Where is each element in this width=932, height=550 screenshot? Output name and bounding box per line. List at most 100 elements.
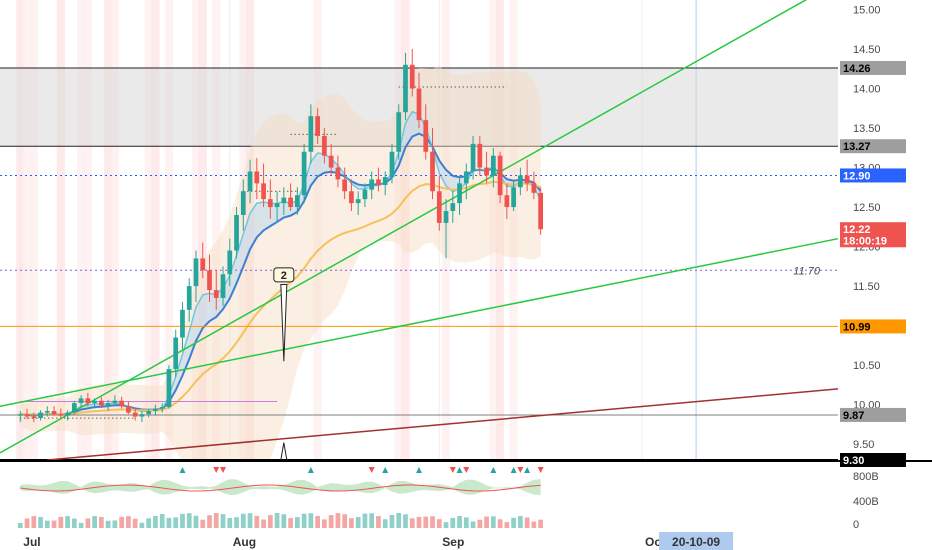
candle-body — [261, 183, 266, 200]
candle-body — [65, 412, 70, 416]
price-badge[interactable] — [840, 319, 906, 334]
candle-body — [240, 191, 246, 215]
candle-body — [349, 191, 354, 204]
volume-bar — [538, 519, 544, 528]
session-shade — [313, 0, 322, 460]
price-tick-label: 15.00 — [853, 4, 881, 16]
session-shade — [22, 0, 32, 460]
callout-box[interactable] — [273, 267, 295, 283]
volume-bar — [132, 518, 138, 528]
candle-body — [99, 400, 104, 406]
candle-body — [423, 120, 429, 152]
volume-bar — [524, 517, 530, 528]
ema-slow-line — [20, 180, 542, 416]
trendlines[interactable] — [0, 0, 839, 461]
volume-bar — [389, 514, 395, 528]
candle-body — [308, 116, 314, 152]
volume-bar — [200, 519, 206, 528]
volume-bar — [484, 516, 489, 528]
volume-bar — [477, 519, 483, 528]
volume-bar — [531, 521, 537, 528]
trendline-lower[interactable] — [0, 237, 839, 407]
price-axis[interactable]: 15.0014.5014.0013.5013.0012.5012.0011.50… — [840, 4, 906, 531]
time-axis[interactable]: Jul Aug Sep Oct 20-10-09 — [23, 532, 734, 550]
candle-body — [504, 195, 510, 208]
volume-bar — [416, 516, 422, 528]
candle-body — [477, 143, 483, 168]
price-badge-label: 12.90 — [843, 170, 871, 182]
candle-body — [220, 274, 226, 298]
volume-bar — [65, 516, 70, 528]
session-shade — [191, 0, 201, 460]
price-tick-label: 14.50 — [853, 44, 881, 56]
candle-body — [430, 151, 435, 192]
volume-bar — [17, 523, 23, 528]
candle-body — [443, 211, 449, 223]
price-badge[interactable] — [840, 222, 906, 237]
price-badge[interactable] — [840, 233, 906, 248]
callout-pointer — [280, 284, 288, 362]
volume-bar — [403, 514, 408, 528]
price-tick-label: 9.50 — [853, 439, 874, 451]
volume-bar — [369, 513, 375, 528]
price-badge[interactable] — [840, 453, 906, 467]
volume-bar — [173, 517, 179, 528]
volume-bar — [153, 516, 158, 528]
sell-signal-icon — [213, 467, 220, 473]
trendline-upper[interactable] — [0, 0, 838, 454]
candle-body — [362, 189, 368, 200]
candle-body — [112, 400, 118, 404]
candle-body — [288, 197, 293, 208]
volume-tick-label: 800B — [853, 471, 879, 483]
candle-body — [484, 167, 489, 176]
candle-body — [200, 258, 206, 271]
volume-bar — [396, 513, 402, 528]
volume-bar — [322, 519, 327, 528]
price-tick-label: 11.50 — [853, 281, 880, 293]
session-shade — [509, 0, 518, 460]
candle-body — [126, 406, 131, 413]
trendline-long[interactable] — [47, 388, 839, 461]
volume-bar — [44, 520, 50, 528]
candle-body — [376, 179, 381, 185]
sell-signal-icon — [449, 467, 456, 473]
candle-body — [328, 155, 334, 168]
volume-bar — [281, 514, 287, 528]
volume-bar — [38, 516, 43, 528]
session-shade — [110, 0, 119, 460]
price-badge-label: 18:00:19 — [843, 235, 887, 247]
volume-bar — [335, 513, 341, 528]
price-badge[interactable] — [840, 407, 906, 422]
sell-signal-icon — [220, 467, 227, 473]
volume-bar — [362, 513, 368, 528]
candle-body — [369, 179, 375, 190]
price-badge-label: 9.30 — [843, 455, 864, 467]
session-shade — [56, 0, 65, 460]
candle-body — [281, 197, 287, 204]
price-badge[interactable] — [840, 168, 906, 183]
oscillator-cloud — [20, 479, 541, 496]
candle-body — [301, 151, 307, 196]
candle-body — [119, 400, 125, 407]
candle-body — [51, 410, 57, 415]
volume-bar — [207, 515, 212, 528]
candle-body — [254, 171, 260, 184]
candle-body — [497, 155, 503, 196]
volume-bar — [423, 516, 429, 528]
cursor-date-badge[interactable] — [659, 532, 734, 550]
volume-bar — [457, 516, 462, 528]
candle-body — [274, 203, 280, 208]
price-badge-label: 10.99 — [843, 321, 871, 333]
volume-bar — [112, 520, 118, 528]
time-tick-label: Aug — [233, 535, 256, 549]
volume-bar — [146, 518, 152, 528]
buy-signal-icon — [524, 467, 531, 473]
price-badge[interactable] — [840, 139, 906, 154]
candle-body — [531, 183, 537, 193]
callout-layer[interactable]: 2 11.70 — [273, 265, 821, 461]
candle-body — [342, 179, 348, 192]
candle-body — [315, 116, 320, 136]
volume-bar — [31, 516, 37, 528]
price-badge[interactable] — [840, 60, 906, 75]
